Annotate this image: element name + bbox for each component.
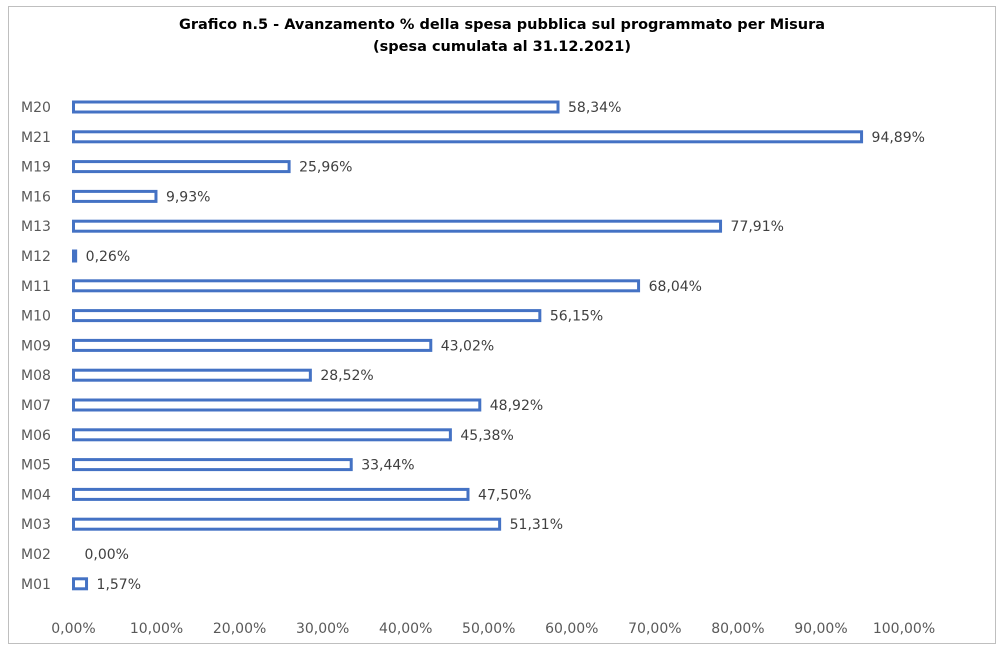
x-tick-label: 40,00% [379, 621, 432, 637]
category-label-m01: M01 [21, 577, 51, 593]
bar-m06 [72, 428, 452, 442]
data-label-m09: 43,02% [441, 338, 494, 354]
category-label-m10: M10 [21, 309, 51, 325]
data-label-m16: 9,93% [166, 189, 210, 205]
x-tick-label: 20,00% [213, 621, 266, 637]
x-tick-label: 80,00% [711, 621, 764, 637]
data-label-m08: 28,52% [320, 368, 373, 384]
x-tick-label: 10,00% [130, 621, 183, 637]
category-label-m09: M09 [21, 338, 51, 354]
category-label-m13: M13 [21, 219, 51, 235]
bar-m10 [72, 309, 542, 323]
category-label-m19: M19 [21, 160, 51, 176]
x-tick-label: 0,00% [51, 621, 95, 637]
x-tick-label: 90,00% [794, 621, 847, 637]
data-label-m03: 51,31% [510, 517, 563, 533]
data-label-m21: 94,89% [872, 130, 925, 146]
data-label-m12: 0,26% [86, 249, 130, 265]
x-tick-label: 70,00% [628, 621, 681, 637]
bar-m05 [72, 458, 353, 472]
chart-title: Grafico n.5 - Avanzamento % della spesa … [0, 14, 1004, 58]
category-label-m06: M06 [21, 428, 51, 444]
x-tick-label: 30,00% [296, 621, 349, 637]
data-label-m04: 47,50% [478, 487, 531, 503]
bar-m16 [72, 189, 158, 203]
data-label-m01: 1,57% [97, 577, 141, 593]
category-label-m20: M20 [21, 100, 51, 116]
bar-m20 [72, 100, 560, 114]
category-label-m08: M08 [21, 368, 51, 384]
data-label-m02: 0,00% [85, 547, 129, 563]
bar-m11 [72, 279, 641, 293]
bar-m09 [72, 338, 433, 352]
chart-title-line-1: Grafico n.5 - Avanzamento % della spesa … [178, 17, 826, 33]
x-tick-label: 50,00% [462, 621, 515, 637]
data-label-m13: 77,91% [731, 219, 784, 235]
category-label-m07: M07 [21, 398, 51, 414]
bar-m01 [72, 577, 89, 591]
x-axis-tick-labels: 0,00% 10,00% 20,00% 30,00% 40,00% 50,00% 60,00… [51, 621, 935, 637]
data-label-m05: 33,44% [361, 458, 414, 474]
x-tick-label: 100,00% [873, 621, 935, 637]
category-label-m21: M21 [21, 130, 51, 146]
category-label-m05: M05 [21, 458, 51, 474]
bar-m19 [72, 160, 291, 174]
x-tick-label: 60,00% [545, 621, 598, 637]
bar-m21 [72, 130, 864, 144]
data-label-m11: 68,04% [649, 279, 702, 295]
category-label-m02: M02 [21, 547, 51, 563]
category-label-m03: M03 [21, 517, 51, 533]
category-label-m04: M04 [21, 487, 51, 503]
bar-m13 [72, 219, 723, 233]
data-label-m07: 48,92% [490, 398, 543, 414]
category-label-m11: M11 [21, 279, 51, 295]
bar-m08 [72, 368, 312, 382]
bar-m12 [72, 249, 78, 263]
category-label-m16: M16 [21, 189, 51, 205]
data-label-m20: 58,34% [568, 100, 621, 116]
data-label-m10: 56,15% [550, 309, 603, 325]
bar-m04 [72, 487, 470, 501]
data-label-m06: 45,38% [460, 428, 513, 444]
chart-title-line-2: (spesa cumulata al 31.12.2021) [373, 39, 631, 55]
bars [72, 100, 864, 591]
data-labels: 58,34% 94,89% 25,96% 9,93% 77,91% 0,26% 68,04%… [85, 100, 925, 593]
category-axis-labels: M20 M21 M19 M16 M13 M12 M11 M10 M09 M08 M07 M06 M05 M… [21, 100, 51, 593]
category-label-m12: M12 [21, 249, 51, 265]
data-label-m19: 25,96% [299, 160, 352, 176]
bar-m03 [72, 517, 502, 531]
bar-m07 [72, 398, 482, 412]
